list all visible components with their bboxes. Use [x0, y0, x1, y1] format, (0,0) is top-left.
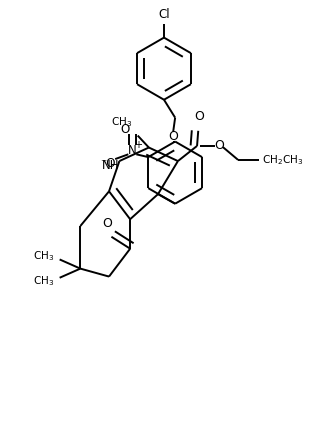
Text: +: +	[134, 140, 142, 150]
Text: O: O	[121, 123, 130, 136]
Text: CH$_2$CH$_3$: CH$_2$CH$_3$	[262, 153, 303, 167]
Text: O: O	[102, 217, 112, 230]
Text: NH: NH	[102, 159, 119, 172]
Text: ⁻O: ⁻O	[100, 156, 116, 169]
Text: N: N	[128, 144, 137, 157]
Text: Cl: Cl	[158, 8, 170, 21]
Text: CH$_3$: CH$_3$	[110, 115, 132, 129]
Text: CH$_3$: CH$_3$	[33, 249, 54, 263]
Text: CH$_3$: CH$_3$	[33, 275, 54, 288]
Text: O: O	[194, 110, 204, 123]
Text: O: O	[168, 130, 178, 143]
Text: O: O	[214, 139, 224, 152]
